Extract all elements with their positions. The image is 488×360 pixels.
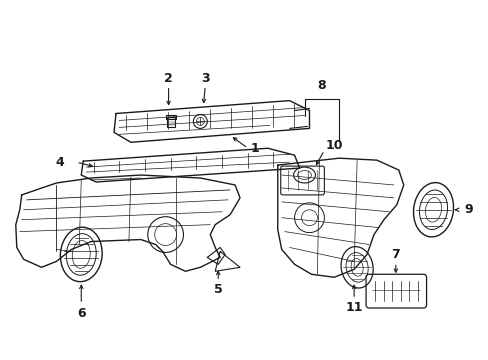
Text: 1: 1 [250, 142, 259, 155]
Text: 4: 4 [55, 156, 63, 168]
Text: 2: 2 [164, 72, 173, 85]
Text: 5: 5 [213, 283, 222, 296]
Text: 11: 11 [345, 301, 362, 314]
Text: 9: 9 [463, 203, 471, 216]
Text: 3: 3 [201, 72, 209, 85]
Text: 6: 6 [77, 307, 85, 320]
Text: 8: 8 [316, 79, 325, 92]
Text: 7: 7 [391, 248, 399, 261]
Bar [165, 114, 175, 120]
Bar [166, 117, 174, 127]
Text: 10: 10 [325, 139, 343, 152]
